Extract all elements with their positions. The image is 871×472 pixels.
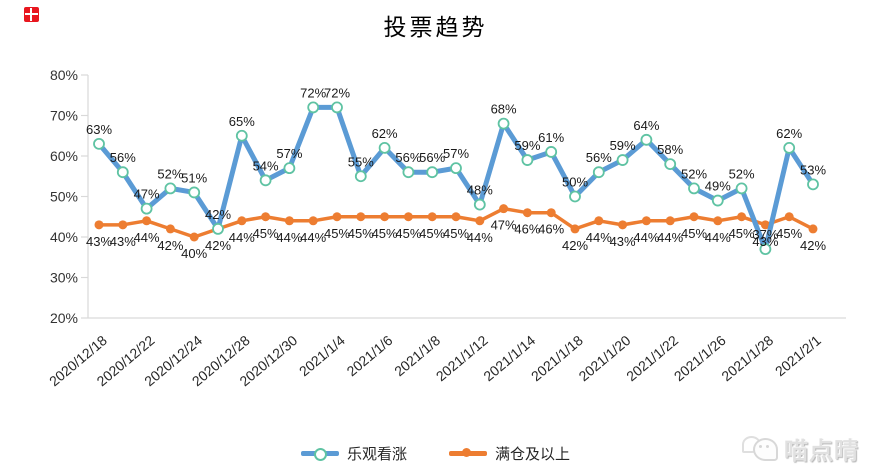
- svg-text:44%: 44%: [229, 230, 255, 245]
- svg-text:47%: 47%: [491, 218, 517, 233]
- chart-legend: 乐观看涨 满仓及以上: [0, 443, 871, 464]
- svg-text:63%: 63%: [86, 122, 112, 137]
- svg-text:72%: 72%: [300, 85, 326, 100]
- svg-text:52%: 52%: [157, 166, 183, 181]
- svg-text:45%: 45%: [395, 226, 421, 241]
- svg-text:43%: 43%: [110, 234, 136, 249]
- svg-text:42%: 42%: [205, 207, 231, 222]
- svg-text:70%: 70%: [50, 108, 78, 124]
- svg-text:45%: 45%: [324, 226, 350, 241]
- chart-title: 投票趋势: [383, 15, 488, 40]
- svg-text:57%: 57%: [443, 146, 469, 161]
- svg-text:52%: 52%: [681, 166, 707, 181]
- svg-text:52%: 52%: [729, 166, 755, 181]
- svg-text:44%: 44%: [134, 230, 160, 245]
- svg-text:44%: 44%: [467, 230, 493, 245]
- vote-trend-chart: 80% 70% 60% 50% 40% 30% 20% 2020/12/182020/12/2…: [46, 67, 846, 389]
- svg-text:57%: 57%: [276, 146, 302, 161]
- svg-text:62%: 62%: [776, 126, 802, 141]
- svg-text:50%: 50%: [50, 189, 78, 205]
- blue-line-marker-icon: [300, 448, 339, 461]
- orange-line-marker-icon: [449, 448, 487, 457]
- svg-text:56%: 56%: [110, 150, 136, 165]
- svg-text:65%: 65%: [229, 114, 255, 129]
- svg-text:45%: 45%: [776, 226, 802, 241]
- svg-text:60%: 60%: [50, 148, 78, 164]
- svg-text:55%: 55%: [348, 154, 374, 169]
- svg-text:45%: 45%: [348, 226, 374, 241]
- y-axis-labels: 80% 70% 60% 50% 40% 30% 20%: [50, 67, 88, 326]
- svg-text:50%: 50%: [562, 175, 588, 190]
- series-乐观看涨: [93, 101, 819, 256]
- svg-text:40%: 40%: [50, 229, 78, 245]
- svg-text:46%: 46%: [514, 222, 540, 237]
- svg-text:45%: 45%: [419, 226, 445, 241]
- svg-text:53%: 53%: [800, 162, 826, 177]
- svg-text:42%: 42%: [205, 238, 231, 253]
- svg-text:37%: 37%: [752, 227, 778, 242]
- red-square-cross-mark-icon: [24, 7, 39, 22]
- svg-text:30%: 30%: [50, 270, 78, 286]
- svg-text:44%: 44%: [705, 230, 731, 245]
- svg-text:56%: 56%: [419, 150, 445, 165]
- svg-text:2021/1/18: 2021/1/18: [528, 332, 586, 384]
- svg-text:42%: 42%: [800, 238, 826, 253]
- svg-text:2021/1/12: 2021/1/12: [433, 332, 491, 384]
- svg-text:58%: 58%: [657, 142, 683, 157]
- svg-text:2021/1/20: 2021/1/20: [576, 332, 634, 384]
- data-labels-乐观看涨: 63%56%47%52%51%42%65%54%57%72%72%55%62%5…: [86, 85, 826, 242]
- svg-text:80%: 80%: [50, 67, 78, 83]
- svg-text:2021/1/26: 2021/1/26: [671, 332, 729, 384]
- svg-text:45%: 45%: [372, 226, 398, 241]
- svg-text:68%: 68%: [491, 102, 517, 117]
- svg-text:72%: 72%: [324, 85, 350, 100]
- svg-text:62%: 62%: [372, 126, 398, 141]
- svg-text:2021/1/6: 2021/1/6: [343, 332, 395, 379]
- svg-text:20%: 20%: [50, 310, 78, 326]
- svg-text:2021/1/14: 2021/1/14: [480, 332, 538, 384]
- watermark: 喵点晴: [742, 431, 859, 466]
- svg-text:43%: 43%: [86, 234, 112, 249]
- data-labels-满仓及以上: 43%43%44%42%40%42%44%45%44%44%45%45%45%4…: [86, 218, 826, 261]
- svg-text:64%: 64%: [633, 118, 659, 133]
- svg-text:45%: 45%: [443, 226, 469, 241]
- legend-label: 满仓及以上: [495, 446, 571, 463]
- legend-item-full-position: 满仓及以上: [449, 443, 570, 464]
- svg-text:59%: 59%: [610, 138, 636, 153]
- svg-text:56%: 56%: [586, 150, 612, 165]
- svg-text:2021/1/4: 2021/1/4: [296, 332, 348, 379]
- svg-text:2021/2/1: 2021/2/1: [772, 332, 824, 379]
- svg-text:43%: 43%: [610, 234, 636, 249]
- x-axis-labels: 2020/12/182020/12/222020/12/242020/12/28…: [46, 332, 824, 389]
- svg-text:61%: 61%: [538, 130, 564, 145]
- svg-text:45%: 45%: [681, 226, 707, 241]
- svg-text:45%: 45%: [253, 226, 279, 241]
- svg-text:51%: 51%: [181, 170, 207, 185]
- svg-text:40%: 40%: [181, 246, 207, 261]
- chat-bubbles-cat-face-icon: [742, 434, 778, 464]
- svg-text:44%: 44%: [300, 230, 326, 245]
- svg-text:46%: 46%: [538, 222, 564, 237]
- svg-text:44%: 44%: [276, 230, 302, 245]
- svg-text:42%: 42%: [562, 238, 588, 253]
- svg-text:54%: 54%: [253, 158, 279, 173]
- svg-text:43%: 43%: [752, 234, 778, 249]
- svg-text:44%: 44%: [657, 230, 683, 245]
- svg-text:44%: 44%: [586, 230, 612, 245]
- svg-text:47%: 47%: [134, 187, 160, 202]
- svg-text:59%: 59%: [514, 138, 540, 153]
- svg-text:2021/1/22: 2021/1/22: [623, 332, 681, 384]
- svg-text:2021/1/28: 2021/1/28: [718, 332, 776, 384]
- watermark-text: 喵点晴: [784, 438, 859, 465]
- svg-text:42%: 42%: [157, 238, 183, 253]
- legend-label: 乐观看涨: [346, 446, 407, 463]
- legend-item-optimistic: 乐观看涨: [300, 443, 407, 464]
- svg-text:48%: 48%: [467, 183, 493, 198]
- svg-text:45%: 45%: [729, 226, 755, 241]
- svg-text:56%: 56%: [395, 150, 421, 165]
- svg-text:44%: 44%: [633, 230, 659, 245]
- svg-text:49%: 49%: [705, 179, 731, 194]
